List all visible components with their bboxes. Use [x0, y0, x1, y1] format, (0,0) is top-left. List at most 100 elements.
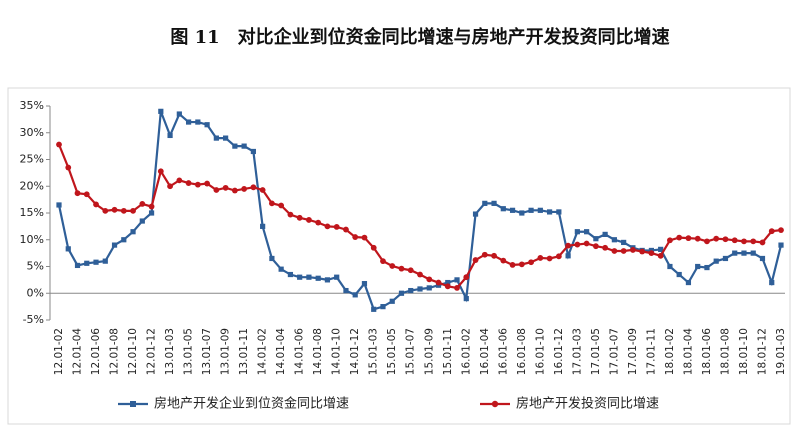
marker — [65, 164, 72, 171]
marker — [769, 279, 775, 286]
x-tick-label: 18.01-08 — [719, 328, 731, 375]
legend-label: 房地产开发投资同比增速 — [516, 396, 659, 412]
marker — [676, 271, 682, 278]
marker — [648, 250, 655, 257]
x-tick-label: 19.01-03 — [775, 328, 787, 375]
marker — [778, 242, 784, 248]
marker — [389, 263, 396, 269]
marker — [139, 218, 145, 224]
marker — [750, 238, 757, 245]
x-tick-label: 18.01-12 — [756, 328, 768, 375]
x-tick-label: 14.01-02 — [257, 328, 269, 375]
marker — [361, 234, 368, 241]
marker — [602, 244, 609, 251]
marker — [287, 211, 294, 218]
marker — [65, 246, 71, 252]
marker — [472, 211, 479, 217]
marker — [722, 236, 729, 243]
marker — [343, 226, 349, 233]
marker — [546, 255, 553, 262]
marker — [583, 240, 590, 247]
marker — [704, 264, 710, 271]
marker — [306, 274, 312, 280]
marker — [306, 217, 312, 223]
marker — [158, 108, 164, 114]
y-tick-label: 35% — [20, 99, 44, 112]
y-tick-label: 15% — [20, 206, 44, 219]
marker — [667, 237, 673, 244]
marker — [352, 234, 359, 240]
x-tick-label: 12.01-04 — [72, 328, 84, 376]
marker — [213, 135, 219, 141]
marker — [334, 274, 340, 280]
marker — [500, 206, 506, 212]
marker — [778, 227, 784, 234]
marker — [741, 250, 747, 256]
x-tick-label: 13.01-03 — [164, 328, 176, 375]
marker — [750, 250, 756, 256]
marker — [269, 255, 275, 262]
marker — [185, 180, 192, 186]
marker — [519, 210, 525, 216]
marker — [417, 271, 423, 278]
marker — [629, 247, 636, 253]
legend-label: 房地产开发企业到位资金同比增速 — [154, 396, 349, 412]
marker — [204, 122, 210, 128]
marker — [667, 263, 673, 270]
y-tick-label: 30% — [20, 126, 44, 139]
x-tick-label: 17.01-11 — [645, 328, 657, 375]
marker — [343, 287, 349, 294]
x-tick-label: 16.01-08 — [516, 328, 528, 375]
x-tick-label: 17.01-07 — [608, 328, 620, 375]
legend-marker — [491, 400, 499, 408]
marker — [555, 253, 562, 260]
marker — [185, 119, 192, 125]
marker — [713, 235, 720, 242]
y-tick-label: 25% — [20, 153, 44, 166]
x-tick-label: 13.01-05 — [183, 328, 195, 375]
marker — [324, 277, 331, 283]
x-tick-label: 14.01-06 — [294, 328, 306, 376]
marker — [315, 219, 322, 226]
marker — [204, 180, 211, 187]
marker — [574, 241, 581, 248]
y-tick-label: 20% — [20, 179, 44, 192]
marker — [482, 200, 488, 206]
marker — [685, 279, 692, 286]
marker — [370, 244, 377, 251]
marker — [56, 141, 62, 148]
marker — [84, 260, 90, 266]
marker — [741, 238, 747, 245]
x-tick-label: 12.01-02 — [53, 328, 65, 375]
marker — [371, 306, 377, 312]
marker — [472, 257, 479, 263]
marker — [509, 207, 516, 213]
marker — [593, 236, 599, 242]
marker — [333, 224, 340, 230]
chart-title: 图 11 对比企业到位资金同比增速与房地产开发投资同比增速 — [170, 26, 669, 48]
x-tick-label: 18.01-04 — [682, 328, 694, 376]
x-tick-label: 18.01-10 — [738, 328, 750, 375]
marker — [139, 201, 146, 207]
marker — [704, 238, 710, 245]
marker — [602, 231, 608, 237]
marker — [574, 229, 580, 235]
marker — [611, 237, 617, 243]
x-tick-label: 17.01-03 — [571, 328, 583, 375]
x-tick-label: 16.01-04 — [479, 328, 491, 376]
marker — [194, 181, 201, 188]
marker — [537, 207, 543, 213]
marker — [389, 298, 395, 304]
x-tick-label: 14.01-04 — [275, 328, 287, 376]
marker — [426, 276, 433, 283]
x-tick-label: 14.01-12 — [349, 328, 361, 375]
marker — [398, 290, 405, 296]
marker — [102, 207, 109, 214]
x-tick-label: 17.01-05 — [590, 328, 602, 375]
marker — [491, 200, 497, 206]
x-tick-label: 12.01-12 — [146, 328, 158, 375]
marker — [315, 275, 321, 281]
marker — [518, 261, 525, 268]
x-tick-label: 18.01-02 — [664, 328, 676, 375]
